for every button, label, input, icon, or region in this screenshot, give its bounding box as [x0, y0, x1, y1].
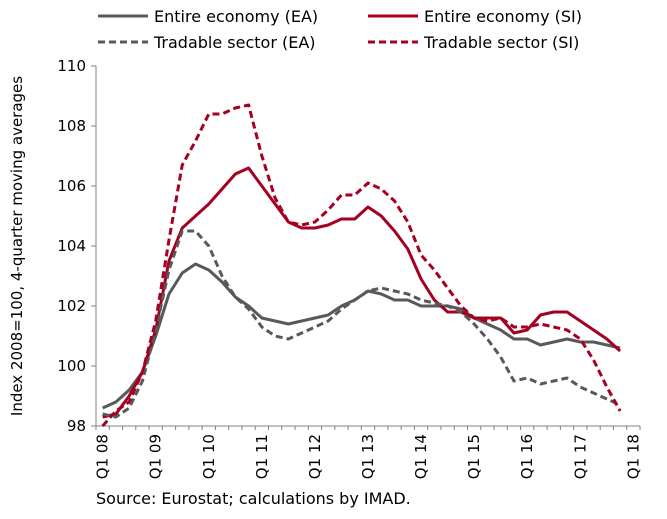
series-line-1	[102, 262, 621, 410]
x-tick-label: Q1 10	[200, 434, 218, 479]
y-tick-label: 102	[57, 297, 86, 315]
chart-legend: Entire economy (EA) Entire economy (SI) Tr…	[98, 7, 582, 52]
x-tick-label: Q1 09	[147, 434, 165, 479]
series-line-2	[102, 166, 622, 419]
chart-axes: 98 100 102 104 106 108 110 Q1 08 Q1 09 Q1 10 Q1 11…	[8, 57, 642, 479]
legend-label-1: Entire economy (EA)	[154, 7, 318, 26]
series-line-3	[102, 229, 621, 419]
y-tick-label: 104	[57, 237, 86, 255]
line-chart: Entire economy (EA) Entire economy (SI) Tr…	[8, 7, 642, 479]
x-tick-label: Q1 13	[359, 434, 377, 479]
y-tick-label: 98	[67, 417, 86, 435]
series-line-4	[101, 103, 622, 427]
x-tick-label: Q1 11	[253, 434, 271, 479]
x-tick-label: Q1 12	[306, 434, 324, 479]
legend-label-4: Tradable sector (SI)	[423, 33, 579, 52]
y-axis-title: Index 2008=100, 4-quarter moving average…	[8, 76, 26, 416]
y-tick-label: 108	[57, 117, 86, 135]
x-tick-label: Q1 17	[571, 434, 589, 479]
y-tick-label: 100	[57, 357, 86, 375]
x-tick-label: Q1 08	[94, 434, 112, 479]
x-tick-label: Q1 16	[518, 434, 536, 479]
x-tick-label: Q1 14	[412, 434, 430, 479]
legend-label-2: Entire economy (SI)	[424, 7, 582, 26]
x-tick-label: Q1 18	[624, 434, 642, 479]
legend-label-3: Tradable sector (EA)	[153, 33, 316, 52]
x-tick-label: Q1 15	[465, 434, 483, 479]
y-tick-label: 106	[57, 177, 86, 195]
chart-series	[101, 103, 622, 427]
y-tick-label: 110	[57, 57, 86, 75]
source-note: Source: Eurostat; calculations by IMAD.	[96, 489, 411, 508]
